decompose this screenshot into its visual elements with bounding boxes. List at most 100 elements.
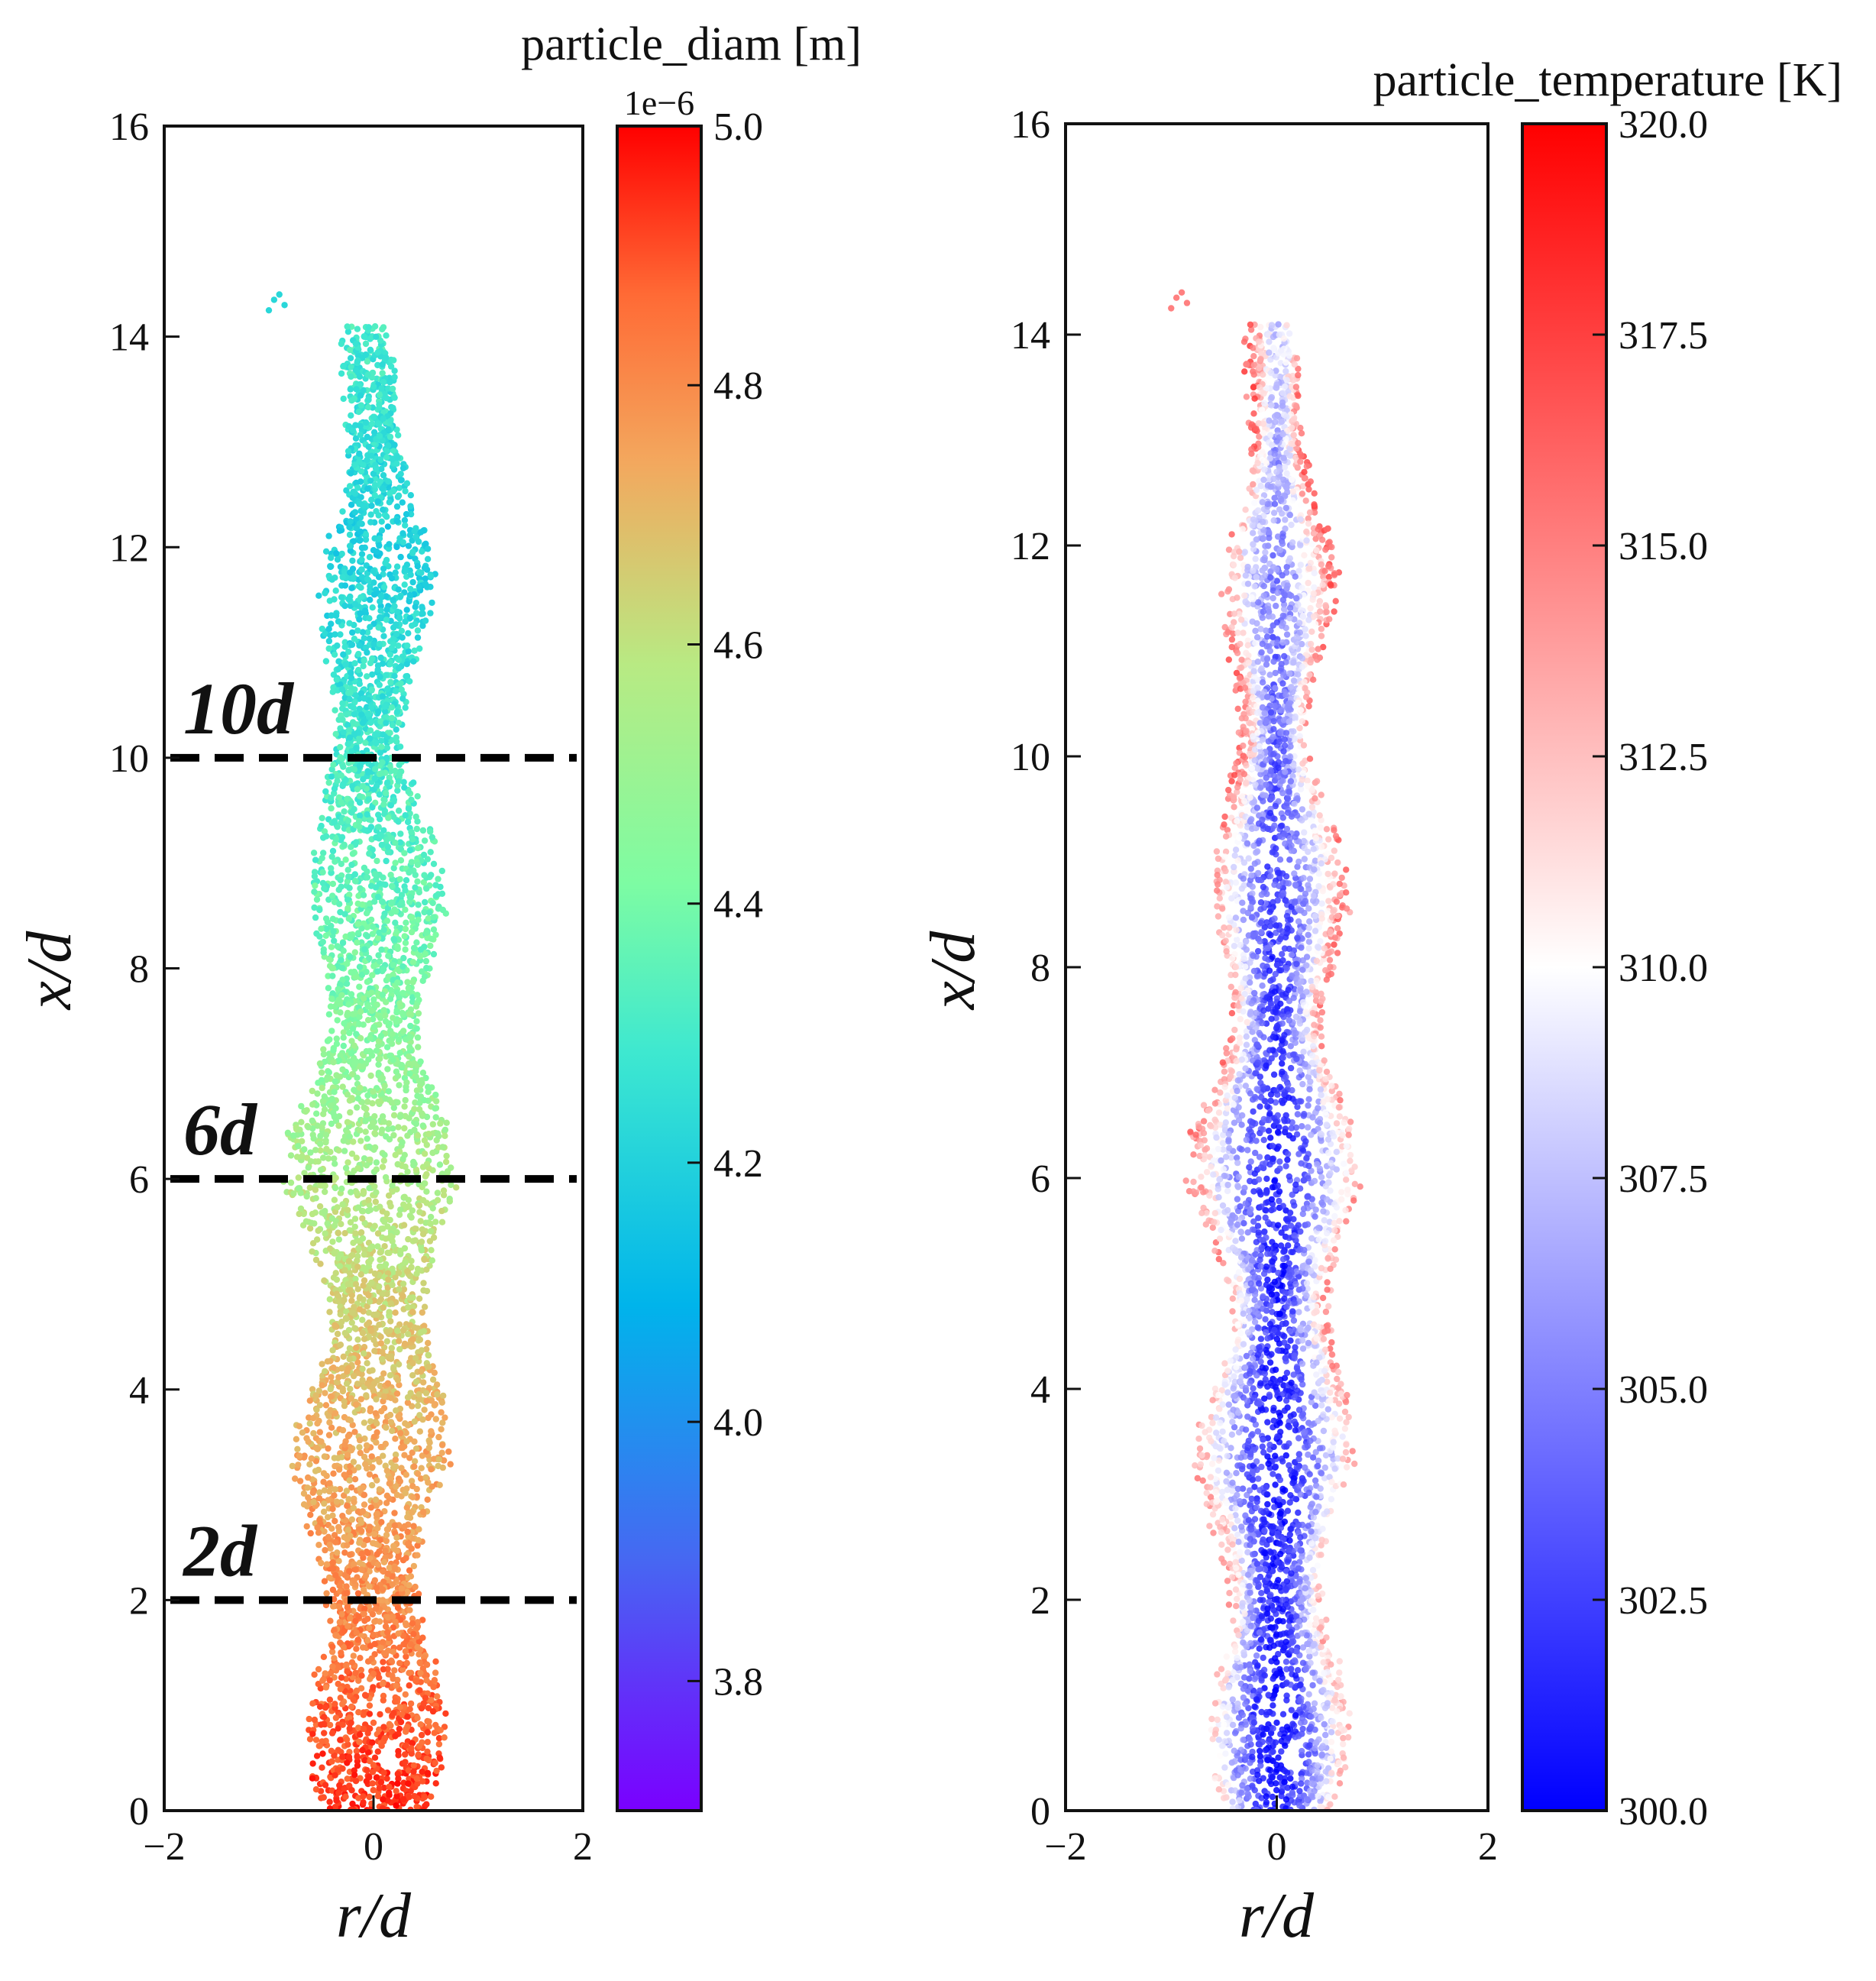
diameter-point	[373, 1047, 380, 1054]
diameter-point	[406, 1294, 414, 1301]
diameter-point	[328, 865, 335, 872]
diameter-point	[380, 324, 387, 331]
diameter-point	[361, 333, 368, 340]
diameter-point	[354, 627, 361, 634]
diameter-point	[377, 592, 385, 600]
diameter-point	[364, 1360, 370, 1367]
diameter-point	[337, 876, 344, 884]
diameter-point	[325, 1574, 333, 1581]
diameter-point	[414, 1780, 421, 1787]
diameter-point	[414, 1132, 422, 1139]
diameter-point	[404, 1540, 412, 1547]
diameter-point	[413, 1018, 420, 1025]
diameter-point	[425, 1704, 432, 1711]
diameter-point	[368, 1481, 376, 1489]
diameter-point	[380, 1118, 387, 1125]
diameter-point	[321, 1453, 328, 1460]
diameter-point	[370, 1719, 377, 1727]
diameter-point	[316, 1060, 324, 1067]
diameter-point	[405, 648, 412, 655]
diameter-point	[292, 1475, 299, 1482]
diameter-point	[438, 890, 446, 898]
diameter-point	[383, 593, 390, 600]
diameter-point	[380, 378, 387, 386]
diameter-point	[328, 1374, 335, 1381]
diameter-point	[419, 1769, 425, 1775]
diameter-point	[396, 876, 403, 883]
diameter-point	[361, 1104, 367, 1111]
diameter-point	[373, 1189, 380, 1196]
diameter-point	[370, 1631, 377, 1638]
diameter-point	[395, 720, 403, 727]
diameter-point	[393, 1068, 400, 1075]
diameter-point	[385, 426, 392, 433]
diameter-point	[354, 1264, 361, 1270]
diameter-point	[360, 662, 367, 670]
diameter-point	[366, 850, 373, 857]
diameter-point	[403, 607, 410, 613]
diameter-point	[383, 754, 390, 762]
diameter-point	[370, 383, 377, 390]
diameter-point	[442, 1158, 450, 1166]
diameter-point	[390, 640, 397, 648]
diameter-point	[345, 595, 352, 603]
diameter-point	[377, 456, 384, 464]
diameter-point	[319, 1738, 325, 1745]
diameter-point	[389, 1672, 396, 1679]
diameter-point	[337, 681, 344, 688]
diameter-point	[339, 1201, 346, 1208]
diameter-point	[334, 943, 341, 950]
diameter-point	[339, 940, 347, 947]
diameter-point	[383, 720, 390, 727]
diameter-point	[348, 669, 354, 676]
diameter-point	[377, 1779, 385, 1786]
diameter-point	[342, 1793, 349, 1800]
diameter-point	[393, 460, 400, 467]
diameter-point	[396, 1659, 403, 1667]
diameter-point	[361, 1435, 368, 1442]
diameter-point	[328, 804, 335, 812]
diameter-point	[377, 1333, 384, 1341]
diameter-point	[412, 1120, 419, 1128]
diameter-point	[357, 1449, 364, 1457]
diameter-point	[320, 850, 327, 856]
diameter-point	[326, 1419, 333, 1426]
diameter-point	[344, 1526, 352, 1533]
diameter-point	[328, 1120, 335, 1128]
diameter-point	[298, 1102, 305, 1110]
diameter-point	[313, 1110, 320, 1117]
diameter-point	[410, 1762, 417, 1769]
diameter-point	[362, 1461, 369, 1468]
diameter-point	[350, 1458, 357, 1465]
diameter-point	[347, 386, 354, 393]
diameter-point	[392, 859, 399, 866]
diameter-point	[347, 689, 354, 696]
diameter-point	[374, 857, 380, 865]
diameter-point	[393, 543, 400, 551]
diameter-point	[348, 470, 354, 477]
diameter-point	[405, 542, 412, 549]
diameter-point	[346, 696, 353, 703]
diameter-point	[356, 705, 363, 713]
diameter-point	[391, 394, 398, 401]
diameter-point	[413, 1485, 420, 1493]
diameter-point	[346, 1568, 353, 1575]
diameter-point	[421, 872, 428, 879]
diameter-point	[401, 850, 408, 856]
diameter-point	[364, 1303, 370, 1310]
diameter-point	[371, 535, 378, 542]
diameter-point	[370, 579, 377, 586]
diameter-point	[367, 1725, 374, 1732]
diameter-point	[399, 1666, 406, 1673]
diameter-point	[390, 1648, 396, 1656]
diameter-point	[427, 1220, 434, 1228]
diameter-point	[354, 1104, 361, 1111]
diameter-point	[409, 622, 416, 630]
diameter-point	[367, 623, 374, 630]
diameter-point	[337, 1009, 344, 1016]
diameter-point	[351, 1561, 357, 1568]
diameter-point	[403, 1471, 409, 1478]
diameter-point	[340, 395, 347, 403]
diameter-point	[415, 1044, 422, 1050]
diameter-point	[431, 1677, 438, 1684]
